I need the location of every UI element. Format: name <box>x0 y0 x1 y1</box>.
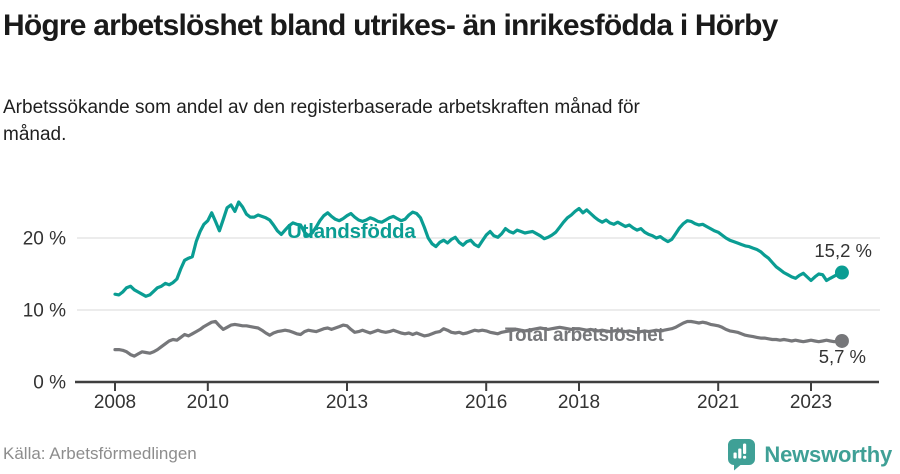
page-title: Högre arbetslöshet bland utrikes- än inr… <box>3 9 778 42</box>
x-tick-label: 2013 <box>326 392 368 413</box>
unemployment-line-chart: 0 % 10 % 20 % 2008 2010 2013 2016 2018 2021 2023 U… <box>23 200 880 413</box>
x-tick-label: 2018 <box>558 392 600 413</box>
x-tick-label: 2016 <box>465 392 507 413</box>
end-dot-1 <box>834 333 849 348</box>
x-tick-label: 2010 <box>187 392 229 413</box>
brand-name: Newsworthy <box>764 441 892 467</box>
source-note: Källa: Arbetsförmedlingen <box>3 444 197 463</box>
x-tick-label: 2023 <box>790 392 832 413</box>
x-tick-label: 2008 <box>94 392 136 413</box>
end-value-label-1: 5,7 % <box>819 346 866 367</box>
x-tick-label: 2021 <box>697 392 739 413</box>
y-tick-label: 10 % <box>23 301 66 322</box>
y-tick-label: 0 % <box>33 373 66 394</box>
end-value-label-0: 15,2 % <box>814 240 872 261</box>
newsworthy-logo: Newsworthy <box>727 438 892 471</box>
end-dot-0 <box>834 265 849 280</box>
series-line-total-arbetsloshet <box>113 319 844 358</box>
y-tick-label: 20 % <box>23 229 66 250</box>
newsworthy-speech-bubble-bar-chart-icon <box>728 439 756 471</box>
page-subtitle: Arbetssökande som andel av den registerb… <box>3 97 640 145</box>
series-label-0: Utlandsfödda <box>287 220 416 243</box>
series-label-1: Total arbetslöshet <box>505 325 665 346</box>
series-line-utlandsfodda <box>113 200 844 298</box>
